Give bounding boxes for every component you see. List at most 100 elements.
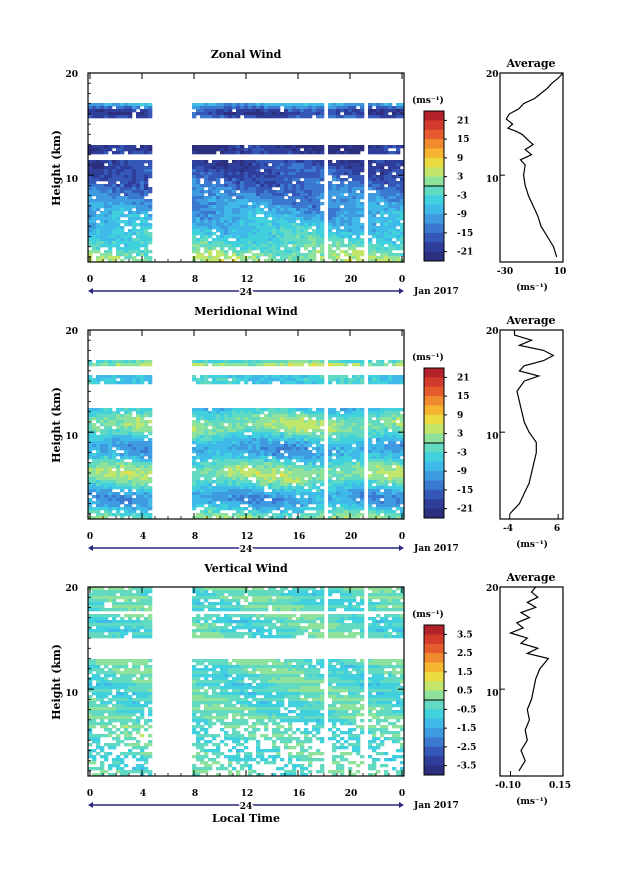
heatmap-cell [276, 247, 281, 251]
heatmap-cell [264, 432, 269, 436]
heatmap-cell [128, 378, 133, 382]
heatmap-cell [264, 468, 269, 472]
heatmap-cell [108, 474, 113, 478]
heatmap-cell [372, 115, 377, 119]
heatmap-cell [212, 375, 217, 379]
heatmap-cell [360, 163, 365, 167]
heatmap-cell [104, 172, 109, 176]
heatmap-cell [144, 459, 149, 463]
heatmap-cell [236, 516, 241, 519]
heatmap-cell [128, 456, 133, 460]
heatmap-cell [116, 112, 121, 116]
heatmap-cell [336, 450, 341, 454]
heatmap-cell [100, 115, 105, 119]
heatmap-cell [220, 109, 225, 113]
heatmap-cell [112, 411, 117, 415]
heatmap-cell [344, 426, 349, 430]
heatmap-cell [116, 184, 121, 188]
heatmap-cell [384, 259, 389, 262]
heatmap-cell [284, 223, 289, 227]
heatmap-cell [100, 163, 105, 167]
heatmap-cell [280, 169, 285, 173]
heatmap-cell [104, 241, 109, 245]
heatmap-cell [292, 447, 297, 451]
heatmap-cell [92, 417, 97, 421]
heatmap-cell [192, 208, 197, 212]
heatmap-cell [112, 471, 117, 475]
heatmap-cell [200, 238, 205, 242]
heatmap-cell [120, 363, 125, 367]
heatmap-cell [104, 450, 109, 454]
heatmap-cell [320, 241, 325, 245]
heatmap-cell [280, 217, 285, 221]
heatmap-cell [292, 187, 297, 191]
heatmap-cell [220, 187, 225, 191]
x-tick-label: 0 [87, 275, 93, 285]
heatmap-cell [200, 106, 205, 110]
heatmap-cell [108, 214, 113, 218]
heatmap-cell [108, 232, 113, 236]
heatmap-cell [340, 477, 345, 481]
heatmap-cell [240, 450, 245, 454]
heatmap-cell [268, 247, 273, 251]
heatmap-cell [236, 489, 241, 493]
heatmap-cell [212, 504, 217, 508]
heatmap-cell [208, 516, 213, 519]
heatmap-cell [220, 381, 225, 385]
heatmap-cell [88, 229, 93, 233]
heatmap-cell [104, 441, 109, 445]
heatmap-cell [348, 426, 353, 430]
heatmap-cell [136, 513, 141, 517]
heatmap-cell [376, 217, 381, 221]
heatmap-cell [348, 486, 353, 490]
heatmap-cell [252, 160, 257, 164]
heatmap-cell [244, 471, 249, 475]
heatmap-cell [316, 175, 321, 179]
heatmap-cell [264, 160, 269, 164]
heatmap-cell [212, 166, 217, 170]
heatmap-cell [120, 477, 125, 481]
heatmap-cell [340, 444, 345, 448]
heatmap-cell [344, 235, 349, 239]
heatmap-cell [296, 214, 301, 218]
heatmap-cell [400, 226, 404, 230]
heatmap-cell [328, 432, 333, 436]
heatmap-cell [360, 489, 365, 493]
heatmap-cell [88, 145, 93, 149]
heatmap-cell [256, 115, 261, 119]
heatmap-cell [204, 414, 209, 418]
heatmap-cell [288, 483, 293, 487]
heatmap-cell [356, 184, 361, 188]
heatmap-cell [248, 516, 253, 519]
heatmap-cell [224, 486, 229, 490]
heatmap-cell [108, 199, 113, 203]
heatmap-cell [224, 226, 229, 230]
heatmap-cell [216, 489, 221, 493]
heatmap-cell [212, 226, 217, 230]
heatmap-cell [104, 408, 109, 412]
heatmap-cell [252, 244, 257, 248]
heatmap-cell [280, 513, 285, 517]
heatmap-cell [216, 504, 221, 508]
heatmap-cell [124, 468, 129, 472]
heatmap-cell [88, 450, 93, 454]
heatmap-cell [320, 148, 325, 152]
heatmap-cell [88, 381, 93, 385]
heatmap-cell [104, 112, 109, 116]
heatmap-cell [272, 244, 277, 248]
heatmap-cell [212, 450, 217, 454]
heatmap-cell [240, 253, 245, 257]
heatmap-cell [212, 259, 217, 262]
heatmap-cell [268, 432, 273, 436]
heatmap-cell [240, 238, 245, 242]
y-axis-label: Height (km) [50, 130, 63, 206]
heatmap-cell [128, 465, 133, 469]
heatmap-cell [116, 172, 121, 176]
heatmap-cell [336, 456, 341, 460]
heatmap-cell [196, 202, 201, 206]
heatmap-cell [232, 447, 237, 451]
heatmap-cell [124, 510, 129, 514]
heatmap-cell [272, 378, 277, 382]
heatmap-cell [272, 238, 277, 242]
